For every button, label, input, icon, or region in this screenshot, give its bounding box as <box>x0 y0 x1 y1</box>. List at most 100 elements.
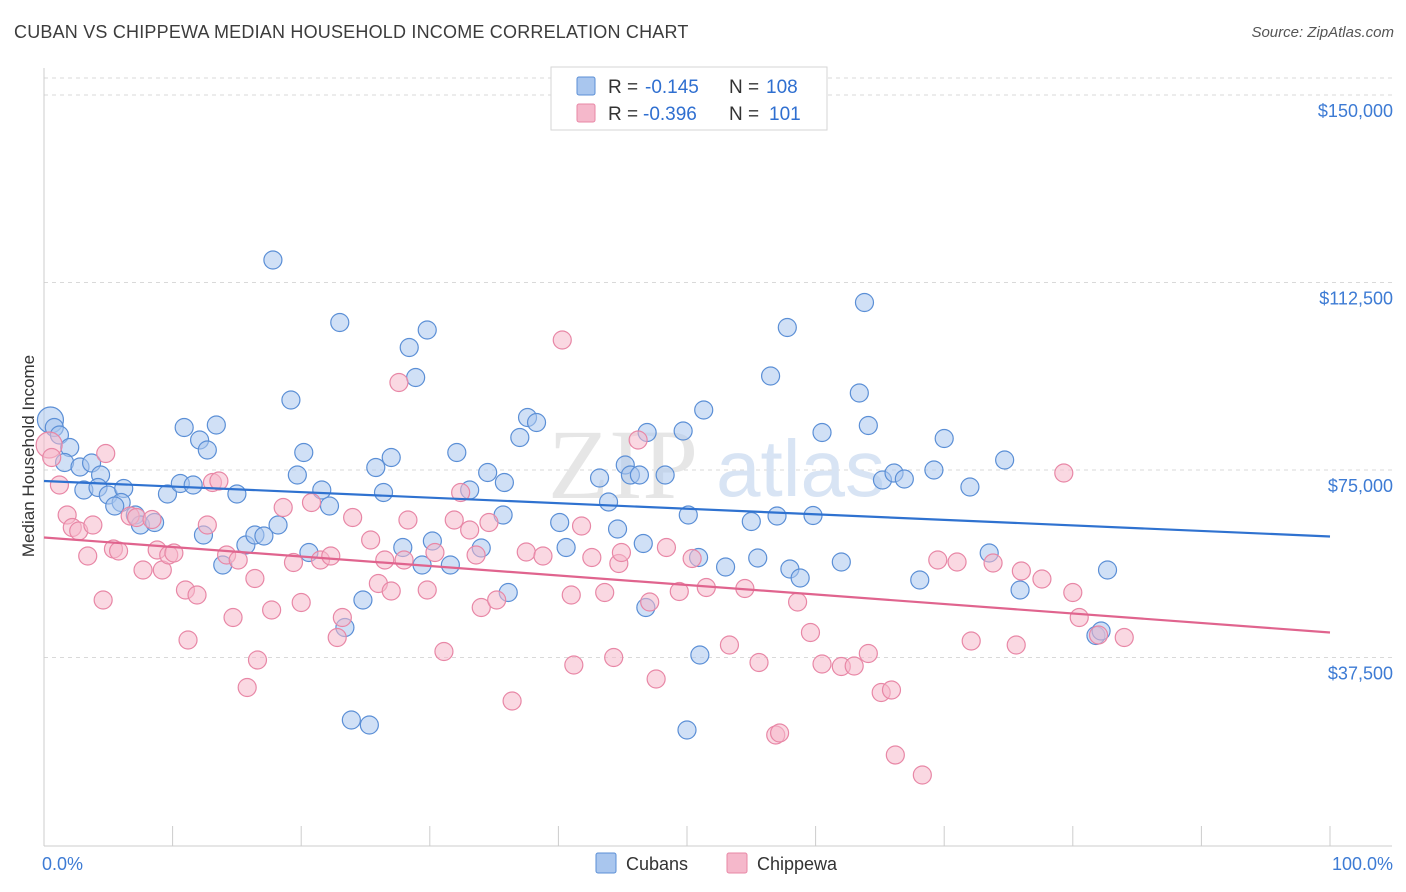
chippewa-point <box>83 515 103 535</box>
chippewa-point <box>669 581 689 602</box>
chippewa-point <box>273 497 293 518</box>
chippewa-point <box>291 592 311 613</box>
chippewa-point <box>209 471 229 491</box>
cubans-point <box>478 462 498 483</box>
chippewa-point <box>502 691 522 711</box>
cubans-point <box>381 447 401 468</box>
chippewa-point <box>245 568 265 589</box>
cubans-point <box>673 421 693 441</box>
cubans-point <box>777 317 797 338</box>
legend-n-value-1: 108 <box>766 77 798 98</box>
cubans-point <box>849 383 869 403</box>
watermark: ZIP atlas <box>548 409 885 520</box>
legend-r-value-1: -0.145 <box>645 77 699 98</box>
x-tick-label-max: 100.0% <box>1332 854 1393 874</box>
cubans-point <box>263 250 283 270</box>
cubans-point <box>206 415 226 435</box>
cubans-point <box>598 492 619 512</box>
chippewa-point <box>812 654 832 674</box>
cubans-point <box>790 568 810 588</box>
cubans-point <box>319 496 340 516</box>
cubans-point <box>417 320 437 340</box>
chippewa-point <box>1088 625 1109 645</box>
x-ticks <box>172 826 1331 846</box>
chippewa-point <box>628 430 648 450</box>
cubans-point <box>760 366 781 386</box>
chippewa-points <box>35 330 1134 785</box>
cubans-point <box>353 590 373 610</box>
bottom-swatch-chippewa <box>726 852 748 874</box>
chippewa-point <box>237 677 257 698</box>
chippewa-point <box>93 590 113 610</box>
chippewa-point <box>656 537 677 558</box>
chippewa-point <box>1069 607 1089 628</box>
chippewa-point <box>800 622 821 643</box>
chippewa-point <box>646 669 666 689</box>
y-tick-labels: $37,500 $75,000 $112,500 $150,000 <box>1318 101 1393 684</box>
cubans-point <box>447 442 467 463</box>
cubans-point <box>294 442 314 463</box>
chippewa-point <box>487 590 507 610</box>
legend-r-value-2: -0.396 <box>643 104 697 125</box>
cubans-point <box>406 367 426 388</box>
chippewa-point <box>1011 561 1031 581</box>
chippewa-point <box>516 542 536 562</box>
cubans-point <box>281 390 301 410</box>
y-tick-label: $150,000 <box>1318 101 1393 121</box>
y-axis-label: Median Household Income <box>19 355 38 557</box>
chippewa-point <box>595 582 615 603</box>
cubans-point <box>995 450 1015 470</box>
cubans-point <box>510 427 530 448</box>
cubans-point <box>960 477 980 497</box>
cubans-point <box>910 570 930 590</box>
chippewa-point <box>381 581 401 601</box>
chippewa-point <box>247 650 268 670</box>
chippewa-point <box>96 443 116 464</box>
cubans-point <box>748 548 768 568</box>
bottom-swatch-cubans <box>595 852 617 874</box>
chippewa-point <box>533 546 553 566</box>
cubans-point <box>494 472 514 493</box>
chippewa-point <box>983 553 1003 573</box>
chippewa-point <box>460 520 480 540</box>
chippewa-point <box>604 647 624 668</box>
chippewa-point <box>78 546 98 566</box>
chippewa-point <box>389 372 409 393</box>
chippewa-point <box>749 652 769 673</box>
bottom-legend-chippewa: Chippewa <box>757 854 838 874</box>
chart-title: CUBAN VS CHIPPEWA MEDIAN HOUSEHOLD INCOM… <box>14 22 689 42</box>
chippewa-point <box>1063 582 1083 603</box>
chippewa-point <box>394 550 414 570</box>
chippewa-point <box>947 552 967 572</box>
cubans-point <box>589 468 610 488</box>
cubans-point <box>894 469 914 489</box>
chippewa-point <box>844 656 864 676</box>
chippewa-point <box>451 482 471 503</box>
chippewa-point <box>928 550 948 570</box>
cubans-point <box>556 537 576 558</box>
legend-swatch-chippewa <box>576 103 596 123</box>
chippewa-point <box>197 515 217 535</box>
cubans-point <box>854 292 875 313</box>
legend-r-label-1: R = <box>608 77 638 98</box>
cubans-point <box>767 506 787 526</box>
chippewa-point <box>187 585 207 605</box>
cubans-point <box>741 511 761 532</box>
cubans-point <box>359 715 379 735</box>
cubans-point <box>550 512 570 533</box>
chippewa-point <box>719 635 740 655</box>
cubans-point <box>526 412 547 433</box>
cubans-trend-line <box>43 479 1331 538</box>
legend-swatch-cubans <box>576 76 596 96</box>
bottom-legend-cubans: Cubans <box>626 854 688 874</box>
cubans-point <box>1010 580 1030 600</box>
cubans-point <box>287 465 307 485</box>
chippewa-point <box>682 548 702 569</box>
cubans-point <box>655 465 675 485</box>
chippewa-point <box>301 492 322 513</box>
cubans-point <box>268 515 288 535</box>
chippewa-point <box>858 643 878 664</box>
chippewa-point <box>787 592 808 612</box>
chippewa-point <box>42 447 62 468</box>
